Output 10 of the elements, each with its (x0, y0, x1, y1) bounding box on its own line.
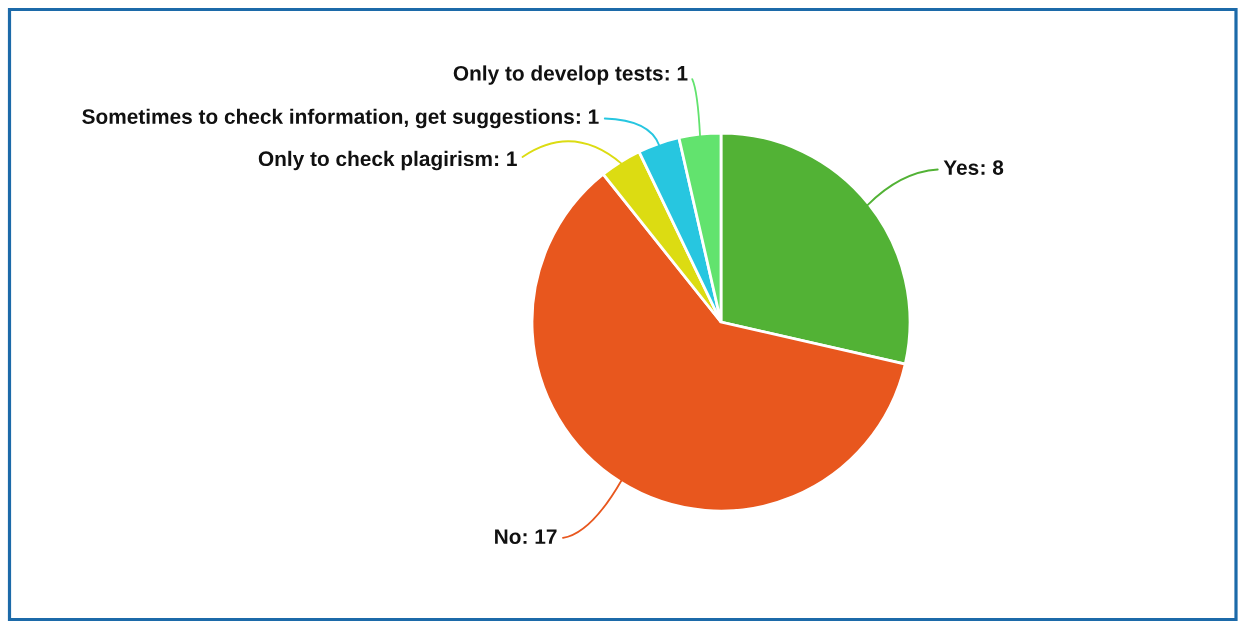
slice-label: Only to check plagirism (258, 150, 492, 171)
data-label: : 1 (665, 66, 688, 81)
slice-label: Sometimes to check information, get suggestions (82, 108, 574, 129)
data-label: : 1 (495, 151, 517, 166)
data-label: : 1 (576, 109, 599, 124)
slice-label: Yes (943, 160, 979, 175)
slice-label: No (495, 529, 521, 545)
data-label: : 8 (981, 160, 1004, 175)
slice-label: Only to develop tests (453, 65, 663, 85)
data-label: : 17 (523, 529, 557, 544)
